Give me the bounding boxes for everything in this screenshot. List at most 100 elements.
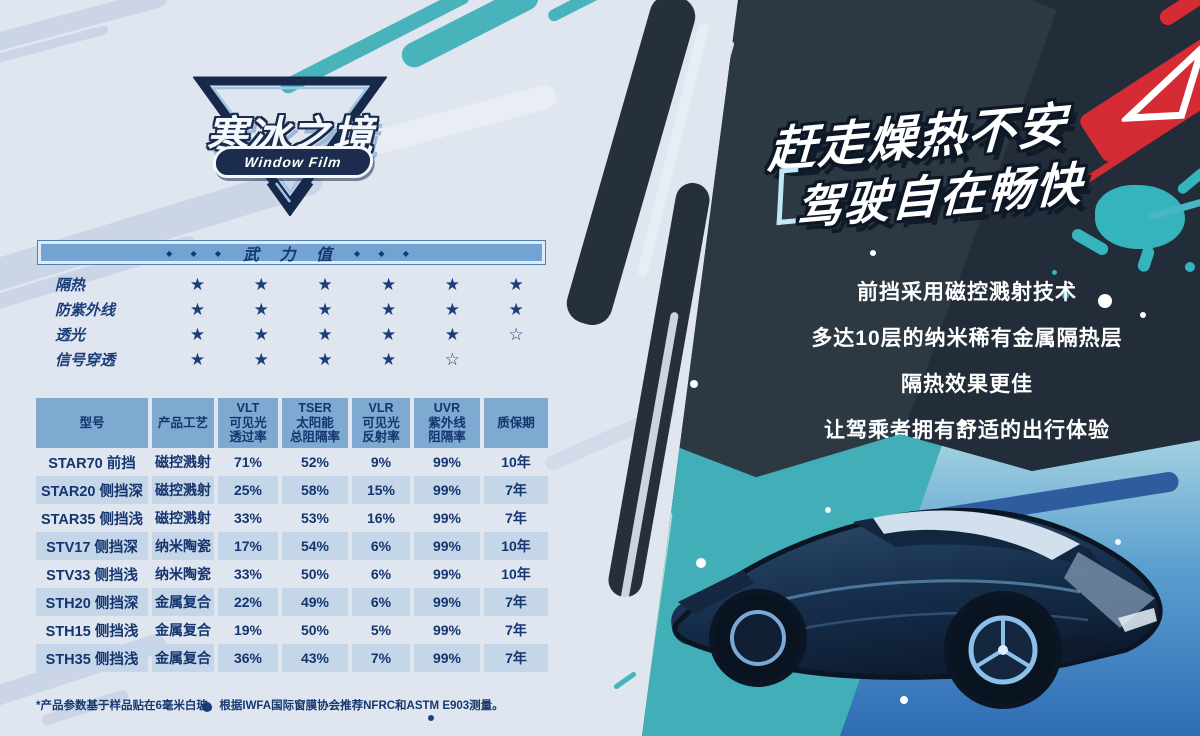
table-cell: 磁控溅射	[155, 510, 211, 526]
table-cell: 10年	[501, 454, 531, 470]
power-row: 信号穿透 ★ ★ ★ ★ ☆	[37, 347, 548, 372]
teal-dot	[1185, 262, 1195, 272]
table-cell: 49%	[282, 588, 348, 616]
table-cell: 22%	[218, 588, 278, 616]
brand-logo: 寒冰之境 Window Film	[165, 58, 415, 218]
power-row-label: 隔热	[55, 277, 86, 294]
power-title: 武 力 值	[243, 246, 340, 264]
table-cell: 53%	[300, 510, 330, 526]
table-header-cell: TSER 太阳能 总阻隔率	[282, 398, 348, 448]
teal-brush-stroke	[612, 670, 638, 691]
table-cell: 99%	[414, 476, 480, 504]
table-cell: 19%	[233, 622, 263, 638]
table-cell: STAR20 侧挡深	[36, 476, 148, 504]
deco-diamonds: ◆ ◆ ◆	[166, 248, 230, 258]
teal-dot	[1052, 270, 1057, 275]
table-cell: 50%	[300, 566, 330, 582]
table-cell: 99%	[414, 532, 480, 560]
table-cell: 99%	[432, 566, 462, 582]
snow-dot	[1098, 294, 1112, 308]
star-icon: ★	[508, 299, 524, 319]
table-cell: 33%	[233, 566, 263, 582]
table-cell: 99%	[414, 644, 480, 672]
table-row: STV33 侧挡浅 纳米陶瓷 33% 50% 6% 99% 10年	[36, 560, 548, 588]
chevron-down-icon	[266, 179, 314, 216]
table-cell: 金属复合	[155, 622, 211, 638]
star-icon: ☆	[508, 324, 524, 344]
star-icon: ★	[381, 349, 397, 369]
power-row-label: 信号穿透	[55, 352, 116, 369]
star-icon: ★	[381, 324, 397, 344]
table-cell: 99%	[414, 588, 480, 616]
table-cell: 52%	[300, 454, 330, 470]
table-header-cell: VLT 可见光 透过率	[218, 398, 278, 448]
table-header-cell: VLR 可见光 反射率	[352, 398, 410, 448]
table-cell: 磁控溅射	[155, 454, 211, 470]
logo-badge: Window Film	[211, 146, 375, 178]
hero-description-line: 让驾乘者拥有舒适的出行体验	[824, 419, 1110, 442]
power-row: 透光 ★ ★ ★ ★ ★ ☆	[37, 322, 548, 347]
table-cell: 36%	[218, 644, 278, 672]
table-cell: 43%	[282, 644, 348, 672]
table-cell: 99%	[432, 454, 462, 470]
table-cell: 6%	[352, 588, 410, 616]
table-cell: 7年	[505, 622, 527, 638]
table-cell: 磁控溅射	[152, 476, 214, 504]
ink-dot	[202, 702, 212, 712]
star-icon: ★	[253, 274, 269, 294]
teal-dot	[1062, 292, 1069, 299]
power-row-label: 防紫外线	[55, 302, 116, 319]
car-illustration	[672, 507, 1163, 709]
star-icon: ★	[189, 349, 206, 369]
table-cell: 25%	[218, 476, 278, 504]
star-icon: ★	[189, 274, 206, 294]
table-cell: 17%	[218, 532, 278, 560]
star-icon: ★	[317, 349, 333, 369]
table-row: STH35 侧挡浅 金属复合 36% 43% 7% 99% 7年	[36, 644, 548, 672]
table-row: STV17 侧挡深 纳米陶瓷 17% 54% 6% 99% 10年	[36, 532, 548, 560]
table-cell: STH15 侧挡浅	[45, 623, 139, 640]
table-row: STH15 侧挡浅 金属复合 19% 50% 5% 99% 7年	[36, 616, 548, 644]
table-cell: 10年	[484, 532, 548, 560]
star-icon: ★	[253, 324, 269, 344]
teal-brush-stroke	[546, 0, 614, 24]
power-title-bar: ◆ ◆ ◆ 武 力 值 ◆ ◆ ◆	[37, 240, 546, 265]
table-cell: 6%	[352, 532, 410, 560]
table-cell: STH20 侧挡深	[36, 588, 148, 616]
table-cell: 50%	[300, 622, 330, 638]
snow-dot	[900, 696, 908, 704]
hero-description-line: 前挡采用磁控溅射技术	[857, 281, 1077, 304]
table-cell: 33%	[233, 510, 263, 526]
star-icon: ★	[253, 299, 269, 319]
table-cell: 纳米陶瓷	[152, 532, 214, 560]
star-icon: ★	[317, 299, 333, 319]
spec-table: 型号 产品工艺 VLT 可见光 透过率 TSER 太阳能 总阻隔率 VLR 可见…	[36, 398, 548, 672]
table-cell: STH35 侧挡浅	[36, 644, 148, 672]
footnote: *产品参数基于样品贴在6毫米白玻，根据IWFA国际窗膜协会推荐NFRC和ASTM…	[36, 700, 504, 712]
table-row: STAR35 侧挡浅 磁控溅射 33% 53% 16% 99% 7年	[36, 504, 548, 532]
table-cell: STV33 侧挡浅	[46, 567, 138, 584]
power-row-label: 透光	[55, 327, 86, 344]
snow-dot	[696, 558, 706, 568]
table-cell: 99%	[432, 510, 462, 526]
table-cell: 7年	[484, 588, 548, 616]
table-header-cell: UVR 紫外线 阻隔率	[414, 398, 480, 448]
table-row: STAR20 侧挡深 磁控溅射 25% 58% 15% 99% 7年	[36, 476, 548, 504]
table-cell: 7年	[484, 476, 548, 504]
table-header-cell: 型号	[36, 398, 148, 448]
teal-splat	[1175, 166, 1200, 196]
table-cell: 6%	[370, 566, 392, 582]
table-header-row: 型号 产品工艺 VLT 可见光 透过率 TSER 太阳能 总阻隔率 VLR 可见…	[36, 398, 548, 448]
table-cell: 7%	[352, 644, 410, 672]
table-cell: STV17 侧挡深	[36, 532, 148, 560]
table-cell: 71%	[233, 454, 263, 470]
snow-dot	[690, 380, 698, 388]
table-cell: 10年	[501, 566, 531, 582]
star-icon: ☆	[444, 349, 461, 369]
table-cell: 金属复合	[152, 644, 214, 672]
arrow-icon	[1118, 41, 1200, 123]
star-icon: ★	[253, 349, 269, 369]
snow-dot	[960, 420, 967, 427]
power-row: 防紫外线 ★ ★ ★ ★ ★ ★	[37, 297, 548, 322]
